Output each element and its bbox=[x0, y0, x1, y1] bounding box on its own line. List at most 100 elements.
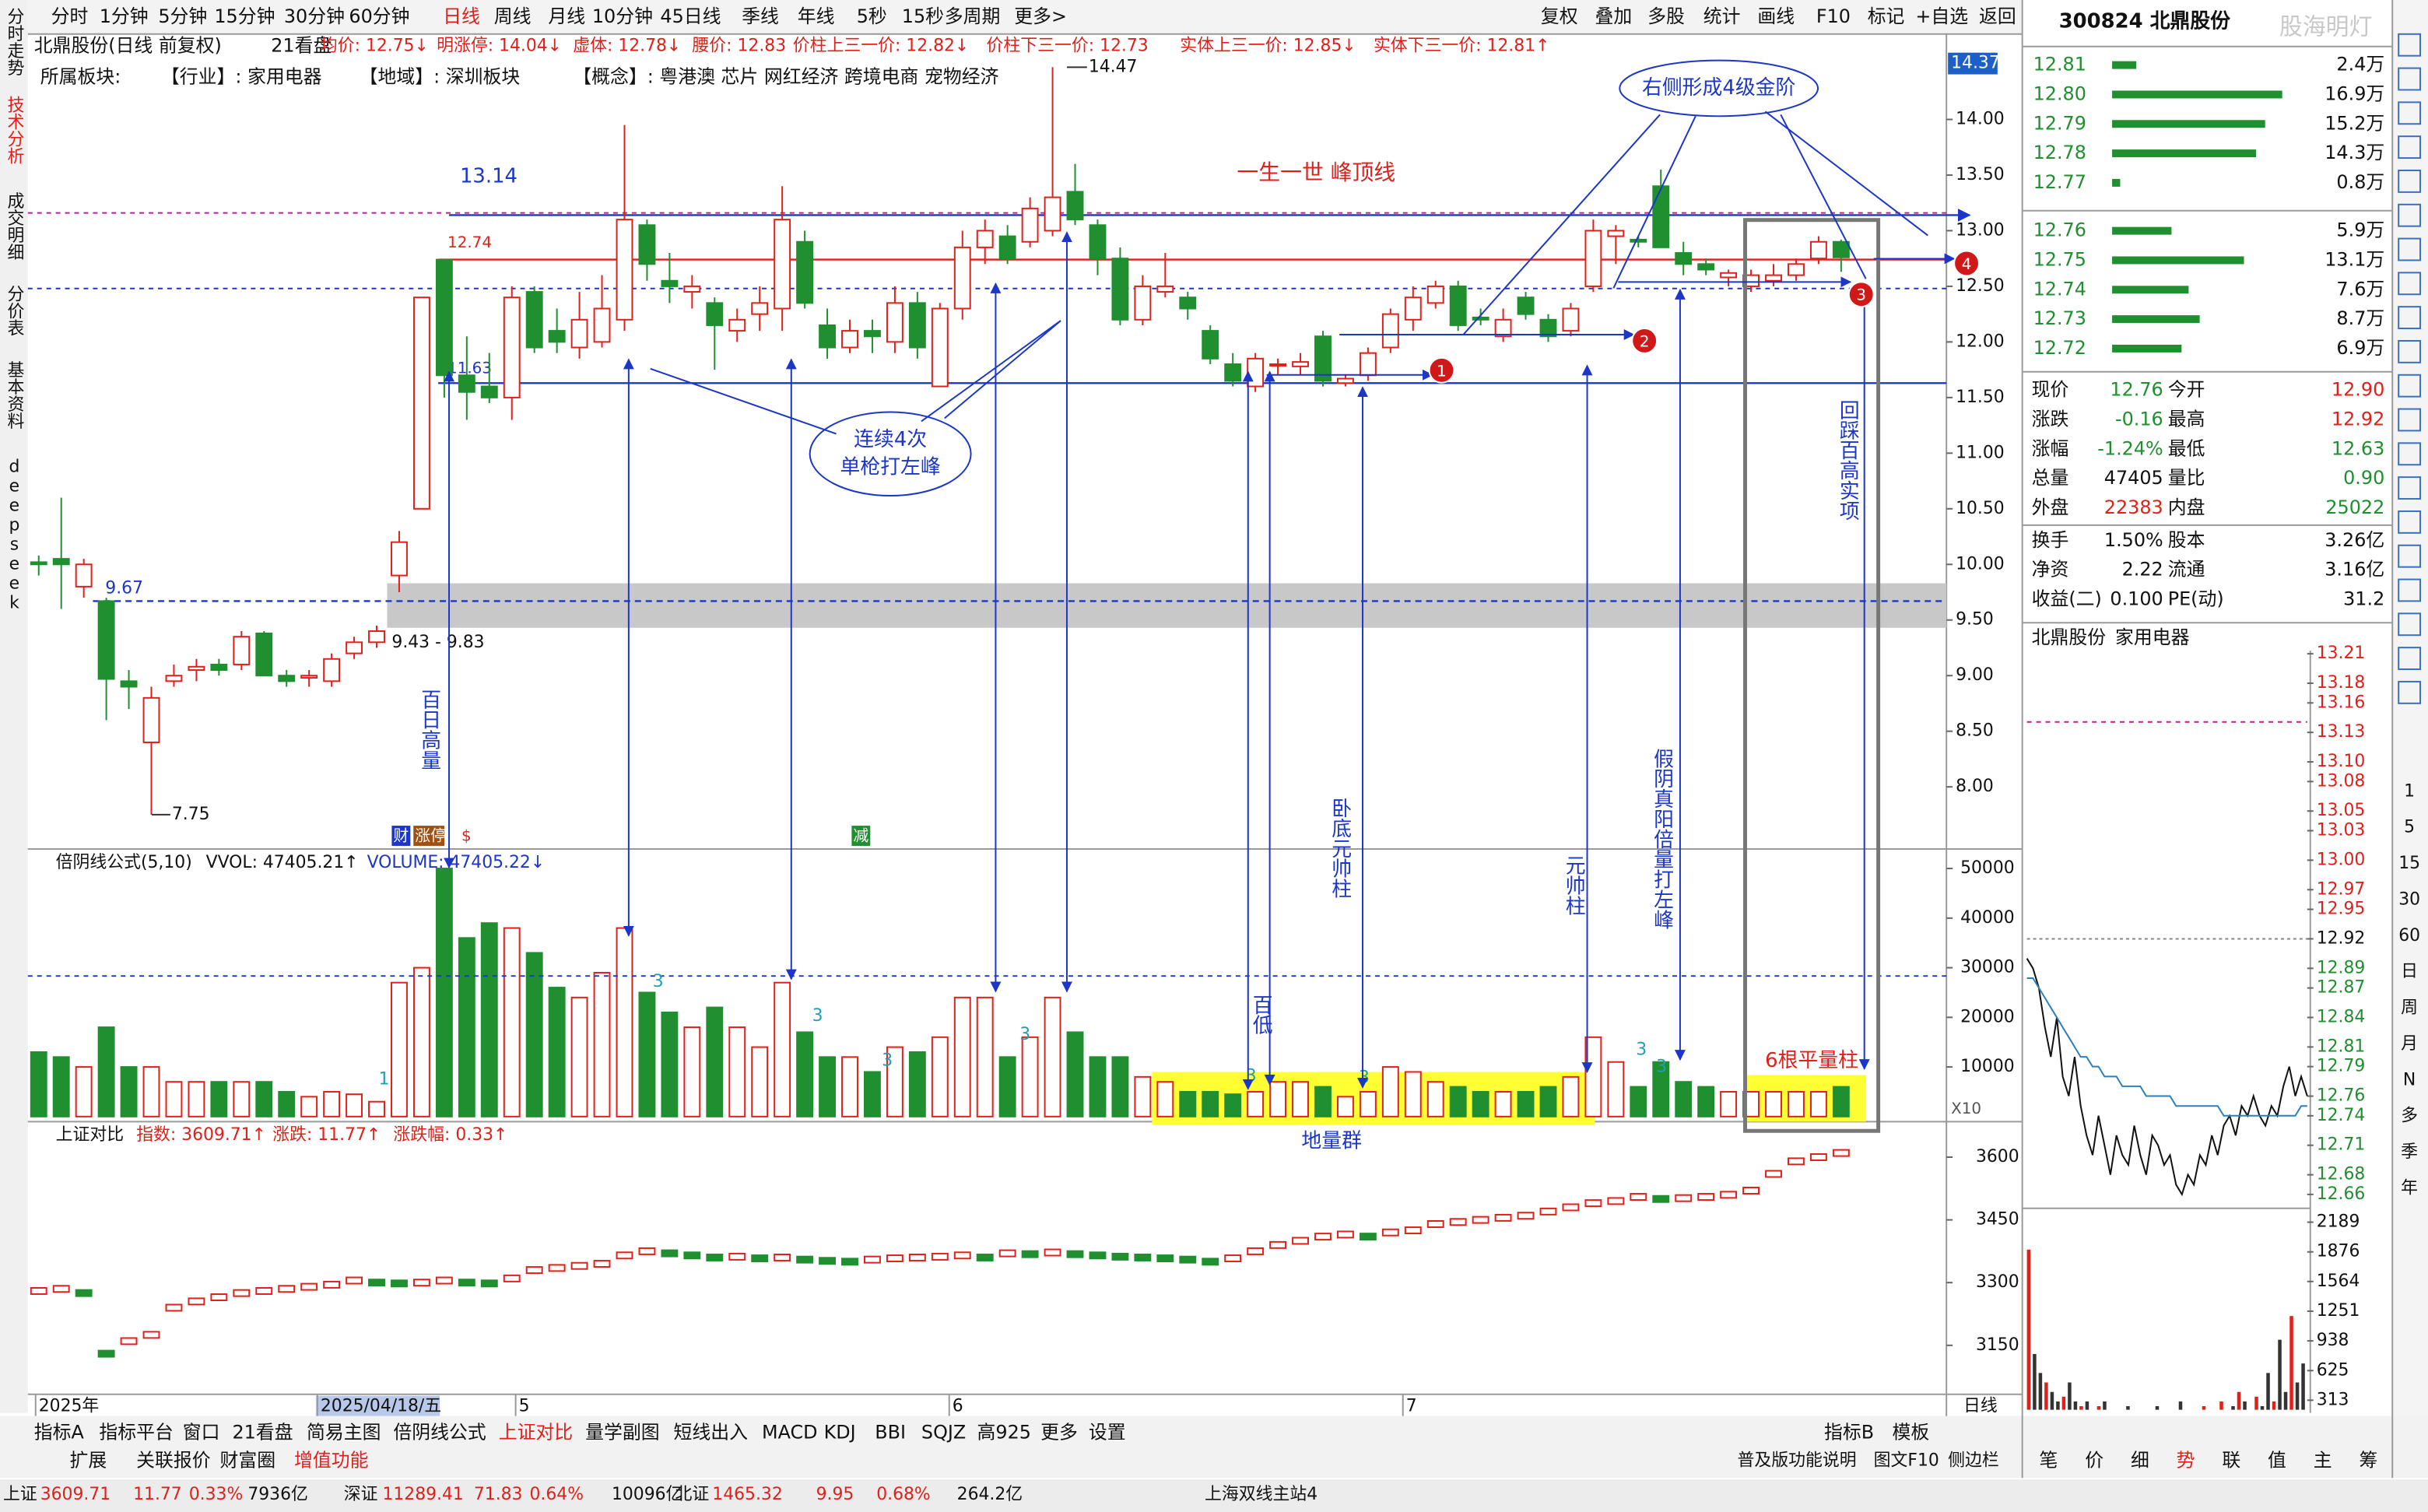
period-button[interactable]: 年 bbox=[2401, 1179, 2418, 1198]
bottom-tab[interactable]: 量学副图 bbox=[585, 1421, 659, 1443]
period-button[interactable]: 30 bbox=[2398, 889, 2420, 909]
y-tick-label: 30000 bbox=[1960, 958, 2015, 977]
index-mark bbox=[1539, 1207, 1557, 1216]
toolbar-button[interactable]: 多股 bbox=[1647, 5, 1685, 27]
bottom-tab[interactable]: 窗口 bbox=[183, 1421, 220, 1443]
toolbar-tab[interactable]: 季线 bbox=[742, 5, 779, 27]
bottom-tab[interactable]: 指标B bbox=[1824, 1421, 1874, 1443]
panel-tab[interactable]: 主 bbox=[2314, 1449, 2332, 1471]
badge-bg bbox=[459, 826, 479, 846]
toolbar-button[interactable]: 标记 bbox=[1868, 5, 1905, 27]
toolbar-tab[interactable]: 15秒 bbox=[902, 5, 944, 27]
candle-body bbox=[503, 296, 521, 398]
bottom-tab[interactable]: 21看盘 bbox=[232, 1421, 293, 1443]
toolbar-button[interactable]: 返回 bbox=[1979, 5, 2016, 27]
period-button[interactable]: N bbox=[2403, 1070, 2416, 1089]
panel-tab[interactable]: 笔 bbox=[2040, 1449, 2058, 1471]
toolbar-tab[interactable]: 日线 bbox=[443, 5, 480, 27]
toolbar-button[interactable]: 统计 bbox=[1703, 5, 1741, 27]
panel-tab[interactable]: 联 bbox=[2222, 1449, 2240, 1471]
bottom-tab[interactable]: 上证对比 bbox=[499, 1421, 573, 1443]
candle-body bbox=[1449, 285, 1467, 326]
header-field: 价柱下三一价: 12.73 bbox=[987, 37, 1149, 56]
bottom-tab[interactable]: SQJZ bbox=[921, 1421, 966, 1443]
volume-bar bbox=[458, 937, 475, 1117]
side-tab[interactable]: 基本资料 bbox=[5, 361, 24, 430]
toolbar-tab[interactable]: 60分钟 bbox=[349, 5, 409, 27]
period-button[interactable]: 季 bbox=[2401, 1142, 2418, 1162]
toolbar-tab[interactable]: 周线 bbox=[494, 5, 532, 27]
annotation: 6根平量柱 bbox=[1765, 1049, 1858, 1072]
period-button[interactable]: 日 bbox=[2401, 962, 2418, 981]
bottom-tab[interactable]: 更多 bbox=[1040, 1421, 1078, 1443]
side-tab[interactable]: 技术分析 bbox=[5, 96, 24, 164]
toolbar-tab[interactable]: 30分钟 bbox=[284, 5, 345, 27]
panel-tab[interactable]: 值 bbox=[2268, 1449, 2286, 1471]
side-tab[interactable]: 成交明细 bbox=[5, 192, 24, 261]
bottom-tab[interactable]: 模板 bbox=[1893, 1421, 1930, 1443]
toolbar-tab[interactable]: 5分钟 bbox=[158, 5, 207, 27]
badge-bg bbox=[851, 826, 871, 846]
bottom-tab[interactable]: 指标A bbox=[34, 1421, 85, 1443]
bottom-tab[interactable]: 普及版功能说明 bbox=[1738, 1451, 1857, 1470]
bottom-tab[interactable]: 增值功能 bbox=[294, 1449, 368, 1471]
volume-bar bbox=[548, 987, 566, 1117]
toolbar-button[interactable]: 复权 bbox=[1541, 5, 1578, 27]
period-button[interactable]: 1 bbox=[2404, 781, 2415, 801]
side-tab[interactable]: 分价表 bbox=[5, 285, 24, 336]
bottom-tab[interactable]: 倍阴线公式 bbox=[393, 1421, 486, 1443]
toolbar-tab[interactable]: 分时 bbox=[51, 5, 89, 27]
annotation: 百日高量 bbox=[418, 689, 441, 770]
step-badge bbox=[1631, 328, 1658, 354]
panel-tab[interactable]: 价 bbox=[2085, 1449, 2103, 1471]
toolbar-tab[interactable]: 5秒 bbox=[857, 5, 887, 27]
toolbar-tab[interactable]: 月线 bbox=[548, 5, 585, 27]
toolbar-tab[interactable]: 15分钟 bbox=[214, 5, 275, 27]
bottom-tab[interactable]: 侧边栏 bbox=[1948, 1451, 1999, 1470]
panel-tab[interactable]: 细 bbox=[2131, 1449, 2149, 1471]
toolbar-tab[interactable]: 更多> bbox=[1014, 5, 1067, 27]
bottom-tab[interactable]: 图文F10 bbox=[1874, 1451, 1939, 1470]
side-tab[interactable]: deepseek bbox=[5, 457, 24, 612]
y-tick-label: 1564 bbox=[2317, 1272, 2360, 1291]
index-mark bbox=[458, 1279, 475, 1287]
candle-body bbox=[1832, 240, 1850, 258]
toolbar-tab[interactable]: 年线 bbox=[798, 5, 835, 27]
panel-tab[interactable]: 势 bbox=[2177, 1449, 2195, 1471]
side-tab[interactable]: 分时走势 bbox=[5, 8, 24, 76]
candle-body bbox=[1381, 313, 1399, 349]
stat: 量比 bbox=[2168, 467, 2205, 489]
panel-tab[interactable]: 筹 bbox=[2359, 1449, 2377, 1471]
toolbar-button[interactable]: F10 bbox=[1816, 5, 1851, 27]
bottom-tab[interactable]: 财富圈 bbox=[220, 1449, 276, 1471]
bottom-tab[interactable]: 简易主图 bbox=[307, 1421, 381, 1443]
bottom-tab[interactable]: 设置 bbox=[1089, 1421, 1126, 1443]
bottom-tab[interactable]: 关联报价 bbox=[136, 1449, 211, 1471]
candle-body bbox=[1066, 191, 1084, 221]
bottom-tab[interactable]: BBI bbox=[875, 1421, 906, 1443]
bottom-tab[interactable]: KDJ bbox=[824, 1421, 856, 1443]
volume-marker: 3 bbox=[1019, 1025, 1030, 1044]
toolbar-button[interactable]: 画线 bbox=[1757, 5, 1795, 27]
period-button[interactable]: 60 bbox=[2398, 926, 2420, 945]
candle-body bbox=[683, 285, 701, 293]
toolbar-button[interactable]: 叠加 bbox=[1595, 5, 1632, 27]
period-button[interactable]: 周 bbox=[2401, 998, 2418, 1018]
toolbar-tab[interactable]: 45日线 bbox=[660, 5, 721, 27]
toolbar-tab[interactable]: 多周期 bbox=[945, 5, 1001, 27]
bottom-tab[interactable]: 短线出入 bbox=[674, 1421, 749, 1443]
toolbar-tab[interactable]: 1分钟 bbox=[100, 5, 149, 27]
bottom-tab[interactable]: 指标平台 bbox=[99, 1421, 173, 1443]
period-button[interactable]: 15 bbox=[2398, 854, 2420, 873]
bottom-tab[interactable]: 高925 bbox=[977, 1421, 1031, 1443]
bottom-tab[interactable]: MACD bbox=[762, 1421, 818, 1443]
period-button[interactable]: 多 bbox=[2401, 1107, 2418, 1126]
step-label: 2 bbox=[1640, 332, 1650, 350]
bottom-tab[interactable]: 扩展 bbox=[70, 1449, 107, 1471]
toolbar-tab[interactable]: 10分钟 bbox=[592, 5, 653, 27]
toolbar-button[interactable]: +自选 bbox=[1915, 5, 1968, 27]
index-mark bbox=[1134, 1253, 1152, 1261]
y-tick-label: 12.81 bbox=[2317, 1037, 2366, 1056]
period-button[interactable]: 5 bbox=[2404, 818, 2415, 837]
period-button[interactable]: 月 bbox=[2401, 1034, 2418, 1054]
